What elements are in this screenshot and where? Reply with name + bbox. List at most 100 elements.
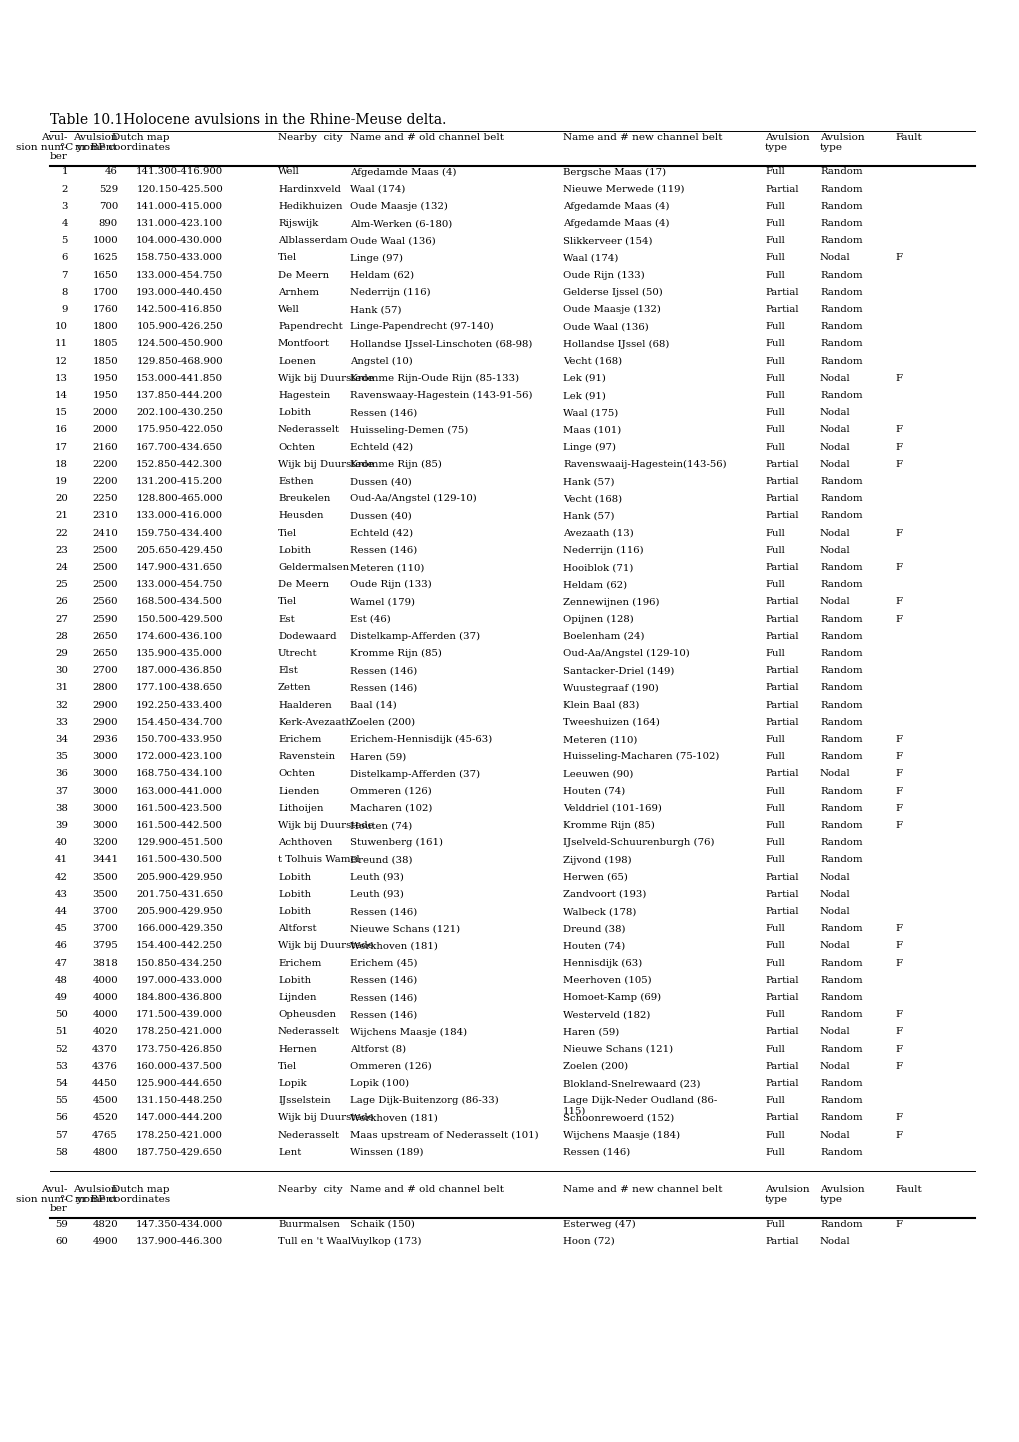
Text: Lobith: Lobith [278,890,311,898]
Text: F: F [894,1028,901,1037]
Text: 13: 13 [55,373,68,384]
Text: 29: 29 [55,649,68,658]
Text: Nederrijn (116): Nederrijn (116) [562,547,643,555]
Text: 177.100-438.650: 177.100-438.650 [136,684,223,692]
Text: 1650: 1650 [93,271,118,280]
Text: Ommeren (126): Ommeren (126) [350,1061,431,1071]
Text: 3000: 3000 [93,820,118,831]
Text: Gelderse Ijssel (50): Gelderse Ijssel (50) [562,288,662,297]
Text: Nodal: Nodal [819,770,850,779]
Text: 54: 54 [55,1079,68,1089]
Text: Walbeck (178): Walbeck (178) [562,907,636,916]
Text: 3200: 3200 [93,838,118,848]
Text: 58: 58 [55,1148,68,1156]
Text: Esterweg (47): Esterweg (47) [562,1220,635,1229]
Text: Name and # new channel belt: Name and # new channel belt [562,133,721,141]
Text: 1950: 1950 [93,391,118,399]
Text: Full: Full [764,529,784,538]
Text: 5: 5 [61,236,68,245]
Text: 147.900-431.650: 147.900-431.650 [136,562,223,572]
Text: Full: Full [764,735,784,744]
Text: 2936: 2936 [93,735,118,744]
Text: Ravenswaaij-Hagestein(143-56): Ravenswaaij-Hagestein(143-56) [562,460,726,469]
Text: 168.500-434.500: 168.500-434.500 [136,597,223,607]
Text: Random: Random [819,684,862,692]
Text: 163.000-441.000: 163.000-441.000 [136,787,223,796]
Text: Full: Full [764,219,784,228]
Text: Kromme Rijn (85): Kromme Rijn (85) [562,820,654,831]
Text: Random: Random [819,718,862,727]
Text: Ochten: Ochten [278,443,315,451]
Text: Random: Random [819,787,862,796]
Text: 4370: 4370 [92,1044,118,1054]
Text: Nieuwe Schans (121): Nieuwe Schans (121) [562,1044,673,1054]
Text: 24: 24 [55,562,68,572]
Text: 3000: 3000 [93,770,118,779]
Text: 30: 30 [55,666,68,675]
Text: 44: 44 [55,907,68,916]
Text: Blokland-Snelrewaard (23): Blokland-Snelrewaard (23) [562,1079,700,1089]
Text: 150.500-429.500: 150.500-429.500 [137,614,223,624]
Text: 56: 56 [55,1113,68,1122]
Text: Well: Well [278,306,300,314]
Text: 135.900-435.000: 135.900-435.000 [136,649,223,658]
Text: Lobith: Lobith [278,907,311,916]
Text: Nodal: Nodal [819,942,850,950]
Text: Wijk bij Duurstede: Wijk bij Duurstede [278,942,373,950]
Text: 173.750-426.850: 173.750-426.850 [136,1044,223,1054]
Text: Lent: Lent [278,1148,301,1156]
Text: Nederasselt: Nederasselt [278,1131,339,1139]
Text: 47: 47 [55,959,68,968]
Text: Random: Random [819,288,862,297]
Text: Elst: Elst [278,666,298,675]
Text: Nodal: Nodal [819,408,850,417]
Text: Est (46): Est (46) [350,614,390,624]
Text: sion num-: sion num- [16,1194,68,1204]
Text: 1760: 1760 [92,306,118,314]
Text: Full: Full [764,942,784,950]
Text: 2500: 2500 [93,580,118,590]
Text: 131.200-415.200: 131.200-415.200 [136,477,223,486]
Text: F: F [894,373,901,384]
Text: F: F [894,597,901,607]
Text: Wijk bij Duurstede: Wijk bij Duurstede [278,460,373,469]
Text: Vuylkop (173): Vuylkop (173) [350,1237,421,1246]
Text: Random: Random [819,219,862,228]
Text: Schaik (150): Schaik (150) [350,1220,415,1229]
Text: 4000: 4000 [93,1011,118,1019]
Text: 3500: 3500 [93,872,118,881]
Text: 178.250-421.000: 178.250-421.000 [136,1131,223,1139]
Text: Nearby  city: Nearby city [278,133,342,141]
Text: Partial: Partial [764,976,798,985]
Text: 175.950-422.050: 175.950-422.050 [137,425,223,434]
Text: 131.150-448.250: 131.150-448.250 [136,1096,223,1106]
Text: F: F [894,959,901,968]
Text: 60: 60 [55,1237,68,1246]
Text: 2800: 2800 [93,684,118,692]
Text: Full: Full [764,753,784,761]
Text: Avezaath (13): Avezaath (13) [562,529,633,538]
Text: 49: 49 [55,994,68,1002]
Text: 124.500-450.900: 124.500-450.900 [137,339,223,349]
Text: 133.000-454.750: 133.000-454.750 [136,580,223,590]
Text: Lage Dijk-Neder Oudland (86-
115): Lage Dijk-Neder Oudland (86- 115) [562,1096,716,1116]
Text: Nieuwe Schans (121): Nieuwe Schans (121) [350,924,460,933]
Text: Random: Random [819,1220,862,1229]
Text: F: F [894,443,901,451]
Text: Dodewaard: Dodewaard [278,632,336,640]
Text: 700: 700 [99,202,118,211]
Text: Meteren (110): Meteren (110) [562,735,637,744]
Text: Wijk bij Duurstede: Wijk bij Duurstede [278,373,373,384]
Text: 2590: 2590 [93,614,118,624]
Text: Westerveld (182): Westerveld (182) [562,1011,650,1019]
Text: Distelkamp-Afferden (37): Distelkamp-Afferden (37) [350,632,480,642]
Text: Partial: Partial [764,907,798,916]
Text: 3000: 3000 [93,753,118,761]
Text: Partial: Partial [764,1113,798,1122]
Text: Haalderen: Haalderen [278,701,331,709]
Text: Ressen (146): Ressen (146) [350,547,417,555]
Text: Montfoort: Montfoort [278,339,329,349]
Text: 168.750-434.100: 168.750-434.100 [136,770,223,779]
Text: 37: 37 [55,787,68,796]
Text: Altforst: Altforst [278,924,316,933]
